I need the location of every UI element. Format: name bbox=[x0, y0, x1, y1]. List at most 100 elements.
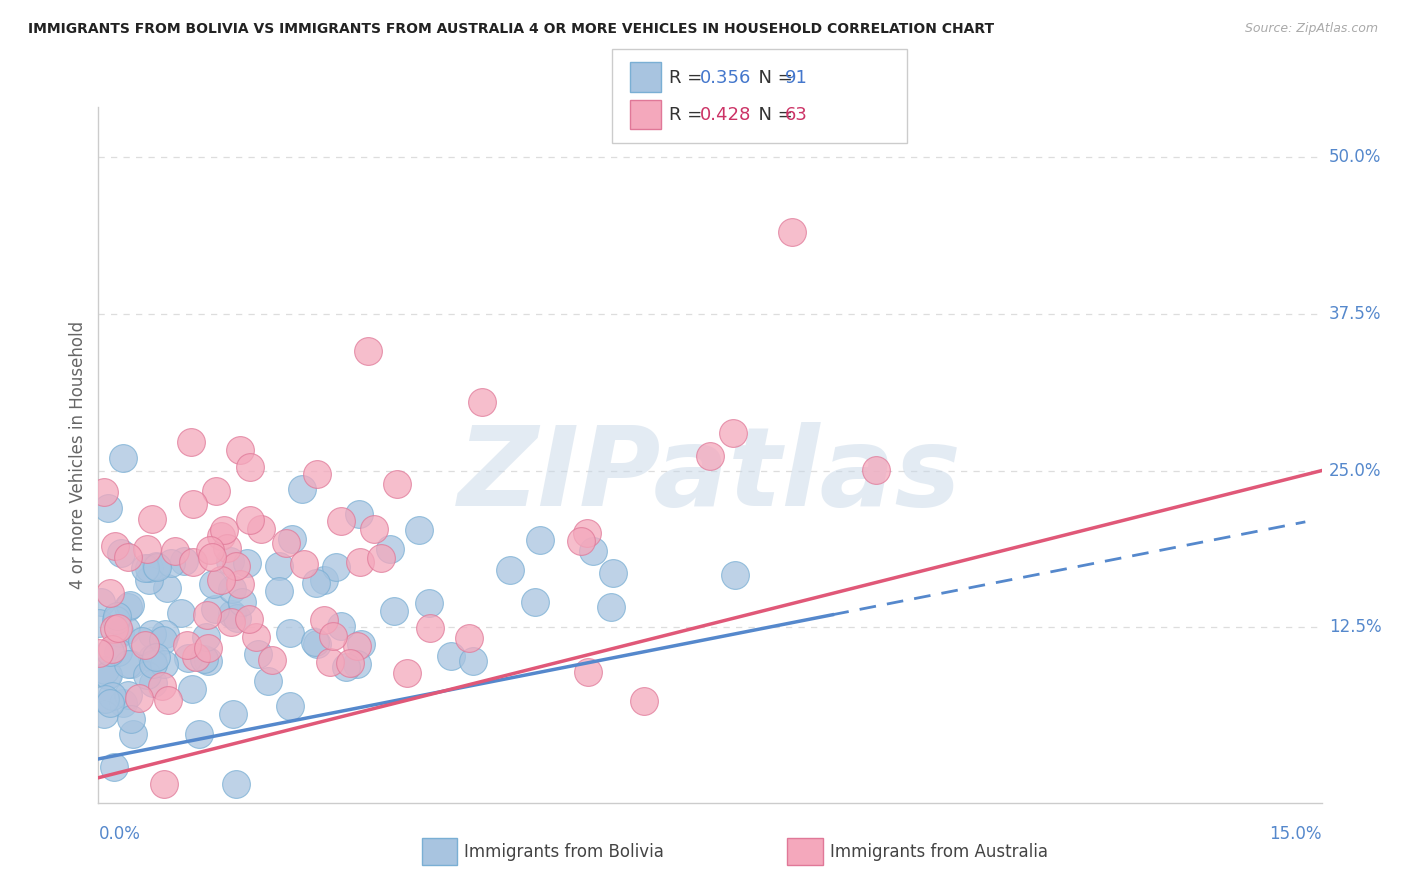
Point bbox=[239, 512, 262, 526]
Point bbox=[419, 621, 441, 635]
Point bbox=[721, 425, 744, 440]
Point bbox=[112, 696, 135, 710]
Point bbox=[141, 626, 163, 640]
Point bbox=[101, 642, 124, 657]
Point bbox=[103, 760, 125, 774]
Point bbox=[440, 648, 463, 663]
Text: Immigrants from Australia: Immigrants from Australia bbox=[830, 843, 1047, 861]
Point bbox=[291, 483, 314, 497]
Point bbox=[219, 554, 242, 568]
Point bbox=[471, 394, 494, 409]
Point bbox=[212, 523, 235, 537]
Text: ZIPatlas: ZIPatlas bbox=[458, 422, 962, 529]
Point bbox=[249, 522, 271, 536]
Point bbox=[236, 556, 259, 570]
Point bbox=[89, 616, 111, 631]
Point bbox=[90, 595, 112, 609]
Point bbox=[107, 645, 129, 659]
Point bbox=[135, 667, 157, 681]
Text: R =: R = bbox=[669, 69, 709, 87]
Point bbox=[200, 542, 222, 557]
Text: 37.5%: 37.5% bbox=[1329, 305, 1381, 323]
Point bbox=[96, 668, 118, 682]
Point bbox=[105, 613, 128, 627]
Point bbox=[120, 598, 142, 612]
Point bbox=[117, 600, 139, 615]
Point bbox=[193, 651, 215, 665]
Point bbox=[128, 690, 150, 705]
Point bbox=[221, 582, 243, 597]
Point bbox=[120, 657, 142, 671]
Point bbox=[117, 688, 139, 702]
Point bbox=[280, 532, 302, 546]
Point bbox=[215, 541, 238, 556]
Point bbox=[304, 635, 326, 649]
Point bbox=[93, 707, 115, 722]
Point bbox=[274, 536, 297, 550]
Point bbox=[633, 693, 655, 707]
Text: Source: ZipAtlas.com: Source: ZipAtlas.com bbox=[1244, 22, 1378, 36]
Point bbox=[395, 666, 418, 681]
Point bbox=[122, 727, 145, 741]
Point bbox=[117, 657, 139, 672]
Point bbox=[346, 640, 368, 654]
Point bbox=[222, 706, 245, 721]
Point bbox=[238, 612, 260, 626]
Point bbox=[600, 599, 623, 614]
Point bbox=[228, 577, 250, 591]
Text: N =: N = bbox=[747, 69, 799, 87]
Point bbox=[225, 558, 247, 573]
Point bbox=[339, 656, 361, 670]
Point bbox=[314, 574, 336, 588]
Point bbox=[458, 631, 481, 645]
Point bbox=[107, 621, 129, 635]
Point bbox=[269, 559, 291, 574]
Point bbox=[723, 568, 745, 582]
Point bbox=[94, 691, 117, 706]
Point bbox=[319, 655, 342, 669]
Point bbox=[94, 663, 117, 677]
Point bbox=[305, 467, 328, 481]
Point bbox=[256, 674, 278, 689]
Point bbox=[136, 541, 159, 556]
Point bbox=[134, 560, 156, 574]
Point bbox=[131, 634, 153, 648]
Point bbox=[180, 435, 202, 450]
Y-axis label: 4 or more Vehicles in Household: 4 or more Vehicles in Household bbox=[69, 321, 87, 589]
Point bbox=[145, 559, 167, 574]
Point bbox=[307, 637, 329, 651]
Point bbox=[346, 657, 368, 671]
Point bbox=[150, 679, 173, 693]
Point bbox=[780, 226, 803, 240]
Point bbox=[225, 777, 247, 791]
Point bbox=[226, 611, 249, 625]
Point bbox=[186, 650, 208, 665]
Point bbox=[187, 727, 209, 741]
Point bbox=[120, 712, 142, 726]
Text: N =: N = bbox=[747, 106, 799, 124]
Point bbox=[209, 573, 232, 587]
Point bbox=[138, 573, 160, 587]
Point bbox=[152, 657, 174, 672]
Point bbox=[197, 654, 219, 668]
Point bbox=[246, 647, 269, 661]
Point bbox=[245, 630, 267, 644]
Text: 0.356: 0.356 bbox=[700, 69, 752, 87]
Point bbox=[142, 657, 165, 671]
Point bbox=[356, 344, 378, 359]
Point bbox=[582, 544, 605, 558]
Point bbox=[87, 647, 110, 661]
Point bbox=[105, 609, 128, 624]
Point bbox=[602, 566, 624, 580]
Text: 12.5%: 12.5% bbox=[1329, 618, 1381, 636]
Point bbox=[173, 554, 195, 568]
Point bbox=[461, 654, 484, 668]
Point bbox=[408, 523, 430, 537]
Point bbox=[231, 595, 253, 609]
Text: 50.0%: 50.0% bbox=[1329, 148, 1381, 166]
Point bbox=[219, 615, 242, 630]
Point bbox=[146, 560, 169, 574]
Point bbox=[177, 650, 200, 665]
Point bbox=[181, 681, 204, 696]
Point bbox=[201, 550, 224, 565]
